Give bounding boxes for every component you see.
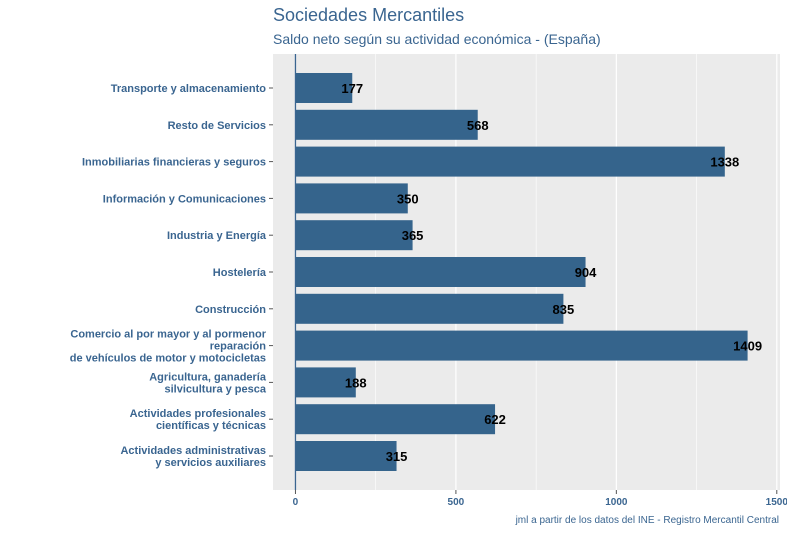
value-label-9: 622 (484, 412, 506, 427)
category-label-10: Actividades administrativas y servicios a… (120, 445, 266, 469)
bar-1 (295, 109, 478, 140)
x-tick-label-0: 0 (293, 497, 299, 508)
category-label-2: Inmobiliarias financieras y seguros (82, 157, 266, 169)
bar-3 (295, 183, 408, 214)
category-label-5: Hostelería (213, 267, 267, 279)
category-labels: Transporte y almacenamiento Resto de Serv… (70, 83, 273, 469)
value-label-0: 177 (341, 81, 363, 96)
value-labels: 177 568 1338 350 365 904 835 1409 188 622 315 (341, 81, 762, 464)
bar-5 (295, 257, 586, 287)
value-label-6: 835 (553, 302, 575, 317)
x-tick-label-2: 1000 (605, 497, 628, 508)
category-label-7: Comercio al por mayor y al pormenor repar… (70, 329, 267, 365)
category-label-1: Resto de Servicios (168, 120, 266, 132)
x-axis-ticks: 0 500 1000 1500 (293, 490, 787, 508)
x-tick-label-1: 500 (448, 497, 465, 508)
category-label-4: Industria y Energía (167, 230, 267, 242)
bar-6 (295, 293, 564, 324)
value-label-1: 568 (467, 118, 489, 133)
category-label-3: Información y Comunicaciones (103, 193, 266, 205)
chart-subtitle: Saldo neto según su actividad económica … (273, 31, 601, 47)
bar-7 (295, 330, 748, 361)
chart-caption: jml a partir de los datos del INE - Regi… (515, 515, 779, 526)
bar-0 (295, 73, 353, 103)
bar-8 (295, 367, 356, 398)
value-label-5: 904 (575, 265, 597, 280)
category-label-6: Construcción (195, 304, 266, 316)
bar-2 (295, 146, 725, 177)
value-label-3: 350 (397, 191, 419, 206)
bars (295, 73, 748, 471)
value-label-10: 315 (386, 449, 408, 464)
value-label-7: 1409 (733, 339, 762, 354)
bar-4 (295, 220, 413, 251)
chart-title: Sociedades Mercantiles (273, 5, 464, 25)
x-tick-label-3: 1500 (766, 497, 787, 508)
category-label-0: Transporte y almacenamiento (111, 83, 267, 95)
bar-10 (295, 441, 397, 471)
value-label-8: 188 (345, 375, 367, 390)
bar-9 (295, 404, 496, 435)
category-label-9: Actividades profesionales científicas y t… (130, 408, 266, 432)
category-label-8: Agricultura, ganadería silvicultura y pes… (149, 371, 267, 395)
value-label-4: 365 (402, 228, 424, 243)
value-label-2: 1338 (710, 155, 739, 170)
